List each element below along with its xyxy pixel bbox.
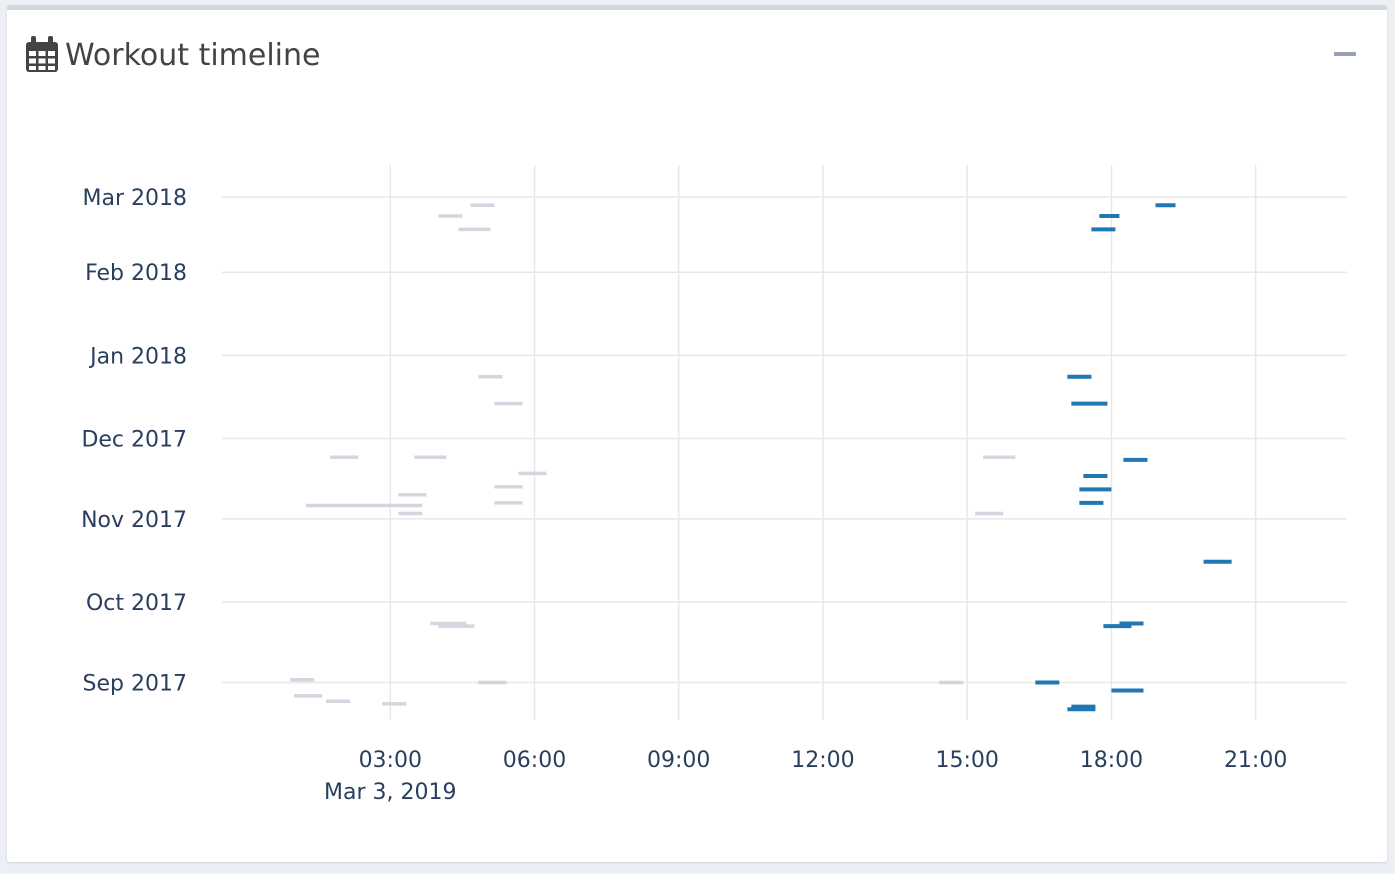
x-date-label: Mar 3, 2019 — [324, 780, 456, 805]
grid-layer — [222, 165, 1347, 720]
collapse-button[interactable] — [1329, 46, 1359, 62]
panel-header: Workout timeline — [7, 10, 1387, 90]
y-tick-label: Feb 2018 — [85, 261, 187, 286]
highlight-sessions — [1035, 203, 1232, 712]
y-tick-label: Jan 2018 — [88, 344, 187, 369]
x-tick-labels: 03:00 06:00 09:00 12:00 15:00 18:00 21:00 Mar 3… — [324, 748, 1287, 805]
timeline-chart: Mar 2018 Feb 2018 Jan 2018 Dec 2017 Nov 2017… — [81, 165, 1347, 805]
y-tick-label: Nov 2017 — [81, 508, 187, 533]
x-tick-label: 15:00 — [935, 748, 998, 773]
y-tick-label: Oct 2017 — [86, 591, 187, 616]
y-tick-label: Dec 2017 — [81, 427, 187, 452]
x-tick-label: 18:00 — [1080, 748, 1143, 773]
x-tick-label: 09:00 — [647, 748, 710, 773]
x-tick-label: 06:00 — [503, 748, 566, 773]
x-tick-label: 21:00 — [1224, 748, 1287, 773]
panel-title: Workout timeline — [65, 38, 321, 73]
x-tick-label: 03:00 — [359, 748, 422, 773]
muted-sessions — [290, 203, 1016, 706]
workout-timeline-panel: Workout timeline Mar 2018 Feb 2018 Jan 201… — [7, 5, 1387, 862]
y-tick-labels: Mar 2018 Feb 2018 Jan 2018 Dec 2017 Nov 2017… — [81, 186, 187, 696]
y-tick-label: Mar 2018 — [83, 186, 188, 211]
x-tick-label: 12:00 — [791, 748, 854, 773]
y-tick-label: Sep 2017 — [83, 671, 187, 696]
minus-icon — [1334, 52, 1356, 56]
calendar-icon — [26, 36, 58, 72]
